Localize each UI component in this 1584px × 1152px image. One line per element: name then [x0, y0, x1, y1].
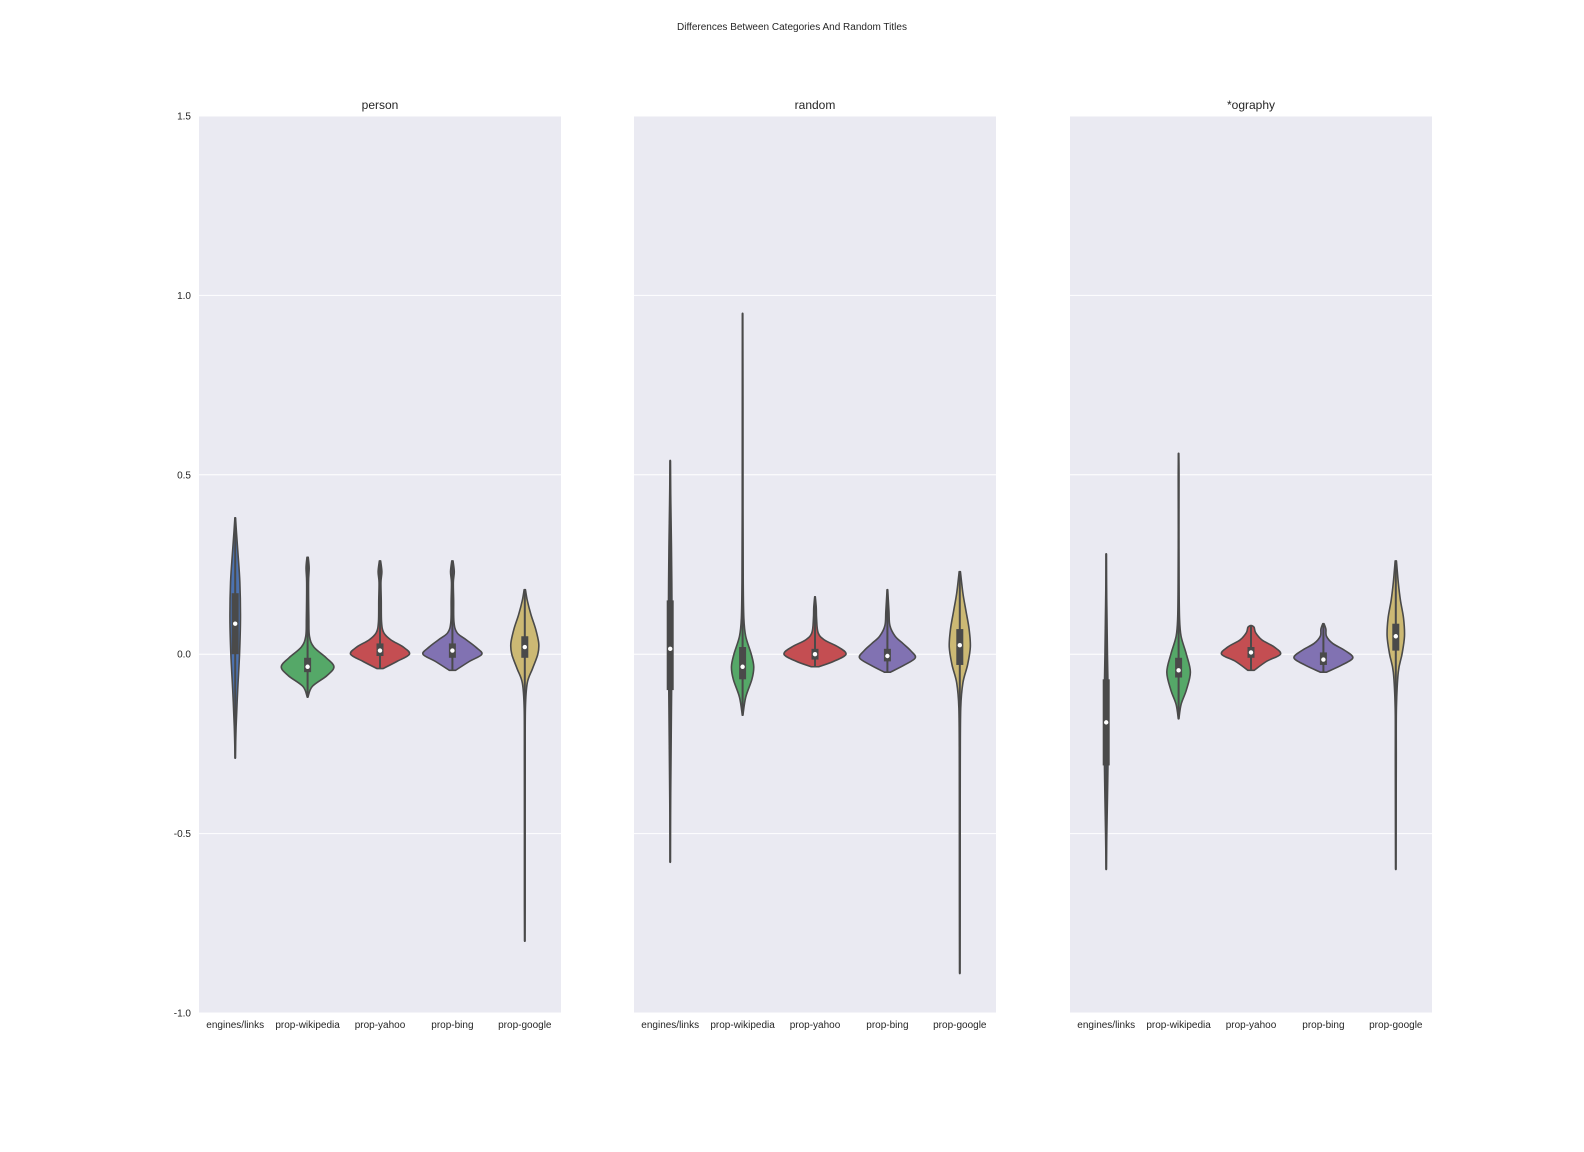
panel-background [634, 116, 996, 1013]
x-tick-label: prop-google [498, 1020, 552, 1031]
x-tick-label: prop-yahoo [1226, 1020, 1277, 1031]
x-tick-label: prop-bing [1302, 1020, 1344, 1031]
y-tick-label: -1.0 [174, 1009, 192, 1020]
x-tick-label: engines/links [641, 1020, 699, 1031]
violin-median [885, 653, 890, 659]
x-tick-label: prop-wikipedia [710, 1020, 775, 1031]
x-tick-label: prop-bing [866, 1020, 908, 1031]
violin-median [1176, 668, 1181, 673]
violin-iqr-box [666, 600, 674, 691]
y-tick-label: 0.0 [177, 650, 191, 661]
panel-1: random engines/links prop-wikipedia prop-ya… [634, 98, 996, 1031]
violin-median [1104, 720, 1109, 725]
violin-median [1248, 650, 1254, 655]
violin-median [812, 652, 818, 657]
violin-median [377, 648, 383, 653]
violin-median [1393, 634, 1399, 639]
violin-median [450, 648, 455, 653]
violin-median [522, 644, 527, 650]
violin-median [668, 646, 673, 652]
violin-median [1321, 657, 1326, 662]
x-tick-label: prop-yahoo [790, 1020, 841, 1031]
x-tick-label: prop-google [1369, 1020, 1423, 1031]
y-tick-label: -0.5 [174, 829, 192, 840]
y-tick-label: 1.0 [177, 291, 191, 302]
x-tick-label: prop-google [933, 1020, 987, 1031]
panel-0: 1.5 1.0 0.5 0.0 -0.5 -1.0 person engines/links p… [174, 98, 561, 1031]
violin-iqr-box [1175, 657, 1183, 678]
x-tick-label: prop-wikipedia [275, 1020, 340, 1031]
violin-median [305, 664, 310, 669]
x-tick-label: prop-bing [431, 1020, 473, 1031]
panel-title: *ography [1227, 98, 1275, 112]
y-tick-label: 0.5 [177, 470, 191, 481]
panel-2: *ography engines/links prop-wikipedia prop-… [1070, 98, 1432, 1031]
violin-iqr-box [739, 647, 747, 680]
panels: 1.5 1.0 0.5 0.0 -0.5 -1.0 person engines/links p… [174, 98, 1432, 1031]
panel-title: random [795, 98, 836, 112]
panel-title: person [362, 98, 399, 112]
figure-title: Differences Between Categories And Rando… [677, 22, 907, 33]
violin-median [740, 664, 745, 669]
x-tick-label: engines/links [206, 1020, 264, 1031]
x-tick-label: engines/links [1077, 1020, 1135, 1031]
y-tick-label: 1.5 [177, 112, 191, 123]
x-tick-label: prop-yahoo [355, 1020, 406, 1031]
violin-median [233, 621, 238, 626]
panel-background [1070, 116, 1432, 1013]
x-tick-label: prop-wikipedia [1146, 1020, 1211, 1031]
violin-median [957, 643, 962, 648]
